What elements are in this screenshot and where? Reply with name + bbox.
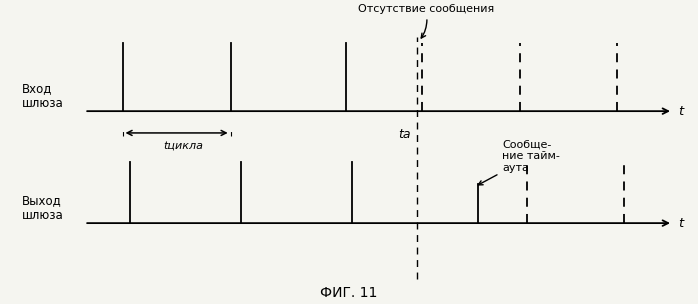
Text: ФИГ. 11: ФИГ. 11: [320, 286, 378, 300]
Text: Отсутствие сообщения: Отсутствие сообщения: [357, 4, 493, 38]
Text: t: t: [678, 105, 684, 118]
Text: tцикла: tцикла: [163, 140, 204, 150]
Text: Выход
шлюза: Выход шлюза: [22, 194, 64, 222]
Text: tа: tа: [398, 128, 410, 141]
Text: Вход
шлюза: Вход шлюза: [22, 82, 64, 110]
Text: t: t: [678, 217, 684, 230]
Text: Сообще-
ние тайм-
аута: Сообще- ние тайм- аута: [478, 140, 560, 185]
